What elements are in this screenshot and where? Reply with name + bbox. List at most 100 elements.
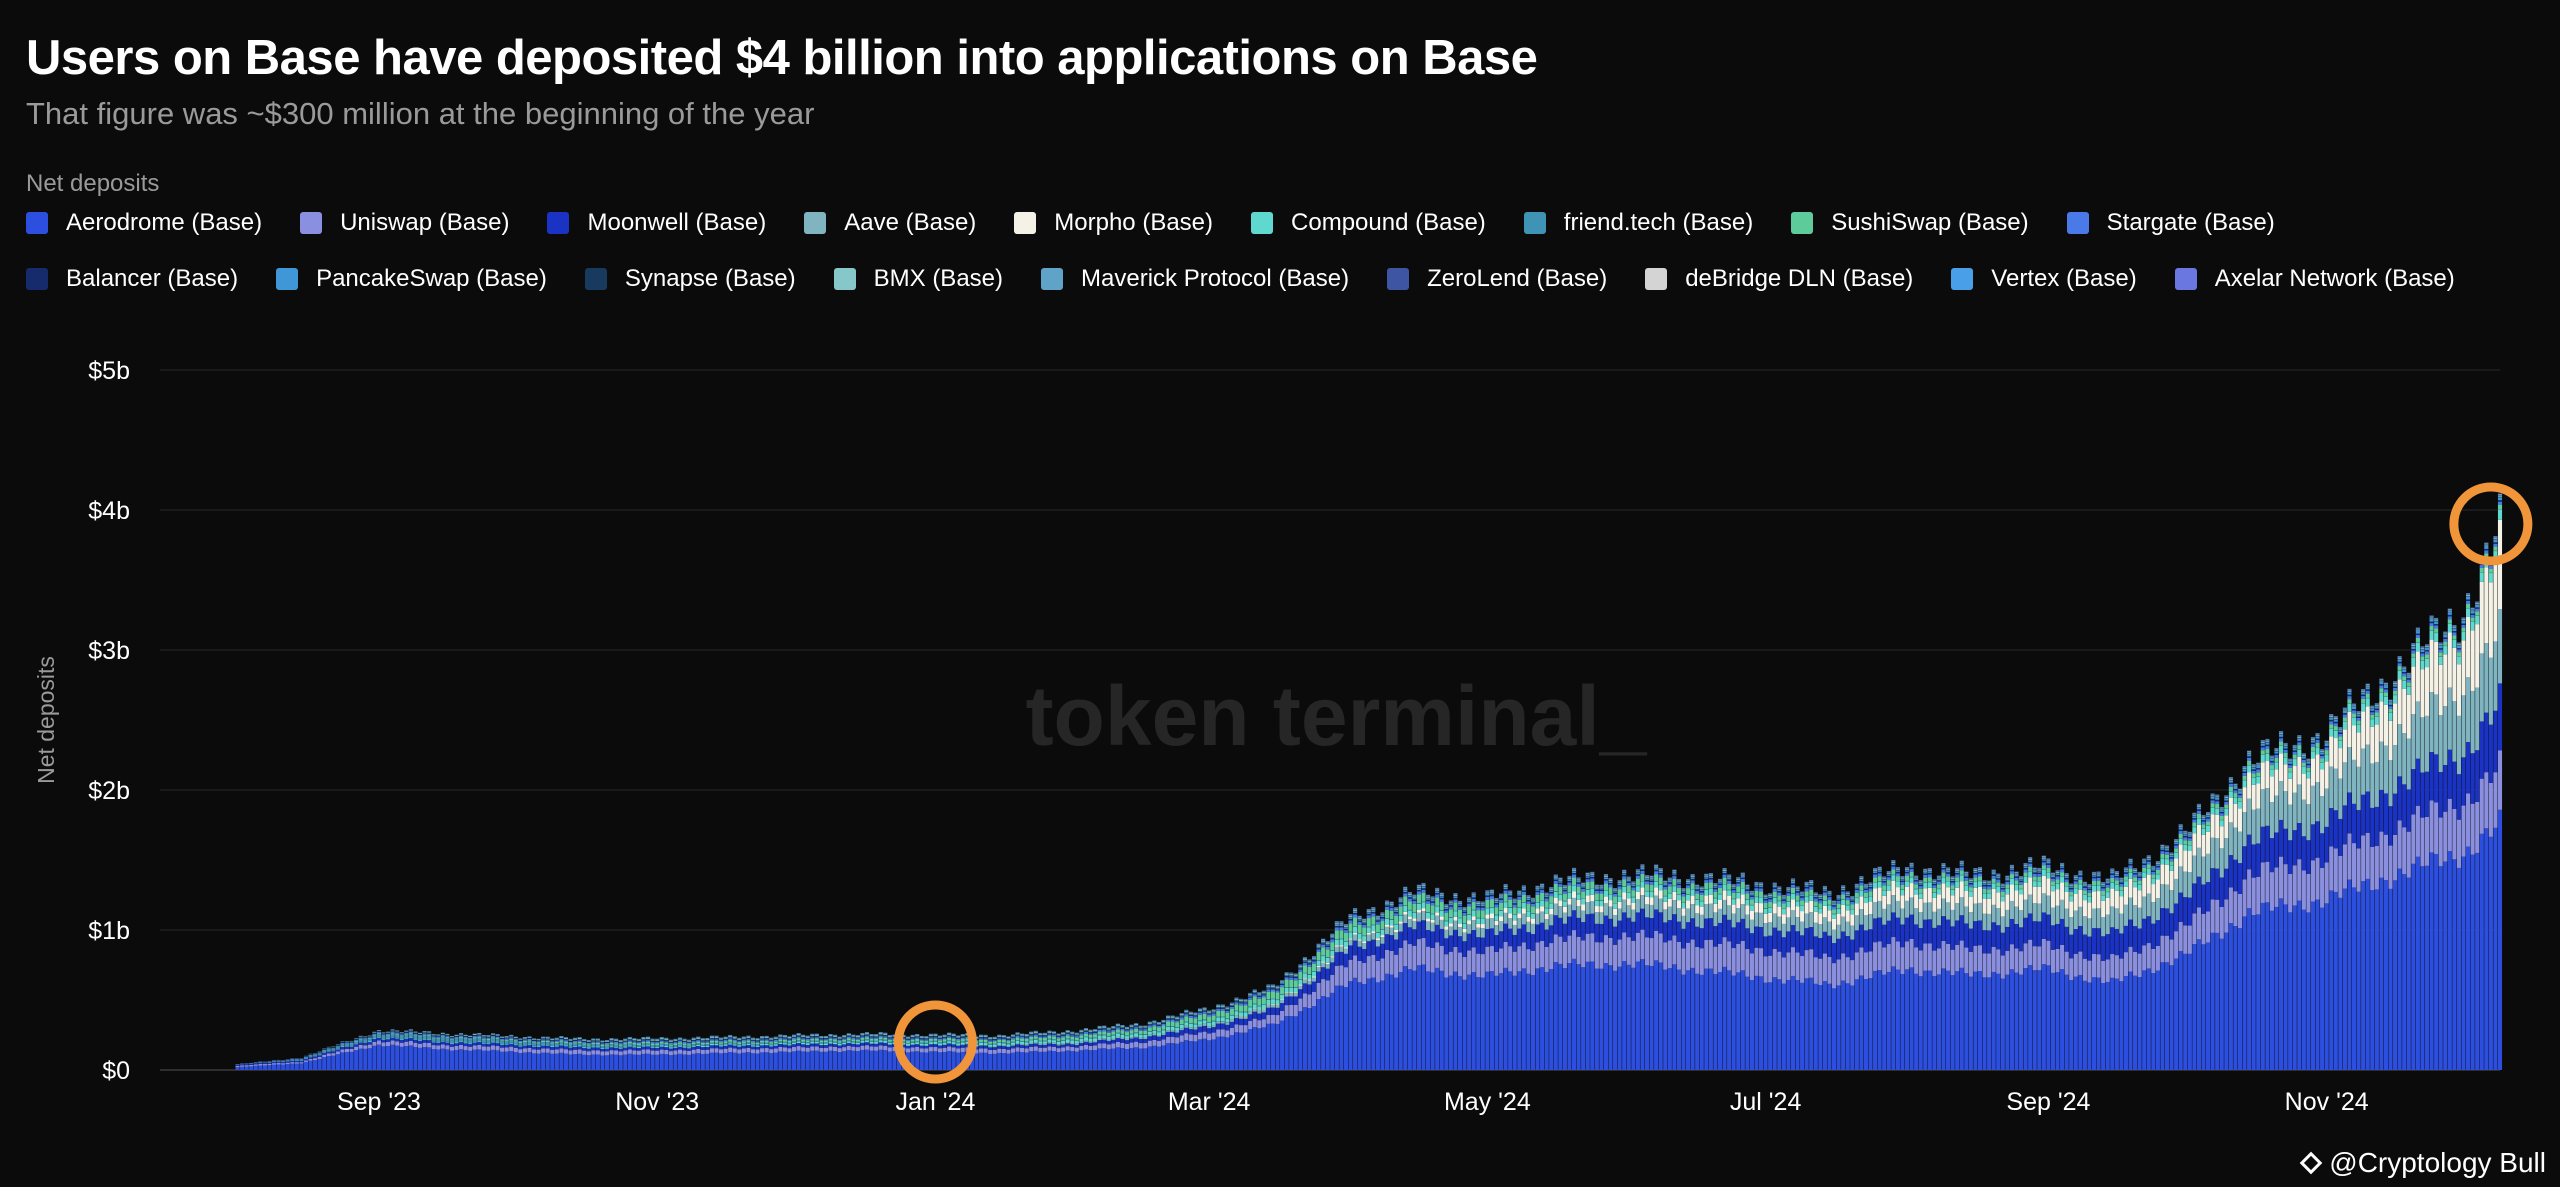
legend-item[interactable]: Aave (Base) <box>804 209 976 236</box>
bar-segment <box>1220 1010 1225 1017</box>
bar-segment <box>636 1041 641 1043</box>
bar-segment <box>714 1052 719 1070</box>
bar-segment <box>417 1040 423 1041</box>
legend-item[interactable]: Maverick Protocol (Base) <box>1041 265 1349 292</box>
bar-segment <box>801 1051 806 1070</box>
legend-item[interactable]: friend.tech (Base) <box>1523 209 1753 236</box>
bar-segment <box>354 1046 359 1051</box>
bar-segment <box>317 1058 322 1070</box>
bar-segment <box>1676 941 1681 970</box>
bar-segment <box>910 1039 915 1042</box>
bar-segment <box>427 1035 432 1036</box>
bar-segment <box>459 1049 464 1070</box>
bar-segment <box>810 1035 815 1036</box>
bar-segment <box>1207 1013 1212 1015</box>
bar-segment <box>974 1053 979 1070</box>
bar-segment <box>1530 902 1536 904</box>
legend-item[interactable]: Moonwell (Base) <box>547 209 766 236</box>
bar-segment <box>554 1049 559 1054</box>
bar-segment <box>878 1045 883 1050</box>
bar-segment <box>481 1050 486 1070</box>
legend-item[interactable]: ZeroLend (Base) <box>1387 265 1607 292</box>
bar-segment <box>655 1043 660 1046</box>
bar-segment <box>1339 921 1344 923</box>
bar-segment <box>1380 915 1385 918</box>
bar-segment <box>591 1042 596 1045</box>
bar-segment <box>1375 920 1380 922</box>
bar-segment <box>1722 873 1727 875</box>
legend-item[interactable]: Uniswap (Base) <box>300 209 509 236</box>
bar-segment <box>1261 993 1266 995</box>
legend-item[interactable]: deBridge DLN (Base) <box>1645 265 1913 292</box>
bar-segment <box>1074 1033 1079 1034</box>
legend-item[interactable]: SushiSwap (Base) <box>1791 209 2029 236</box>
bar-segment <box>1695 926 1700 947</box>
legend-item[interactable]: Compound (Base) <box>1251 209 1486 236</box>
bar-segment <box>764 1038 769 1040</box>
legend-item[interactable]: Stargate (Base) <box>2066 209 2275 236</box>
bar-segment <box>1439 928 1444 946</box>
bar-segment <box>1038 1038 1043 1041</box>
legend-item[interactable]: Axelar Network (Base) <box>2174 265 2455 292</box>
bar-segment <box>1120 1025 1125 1027</box>
bar-segment <box>728 1043 733 1045</box>
bar-segment <box>1275 990 1280 993</box>
bar-segment <box>595 1054 600 1070</box>
bar-segment <box>500 1044 505 1045</box>
bar-segment <box>1298 967 1303 969</box>
legend-item[interactable]: PancakeSwap (Base) <box>276 265 547 292</box>
bar-segment <box>1111 1035 1116 1039</box>
bar-segment <box>1740 881 1745 889</box>
bar-segment <box>723 1048 728 1053</box>
bar-segment <box>668 1040 673 1041</box>
bar-segment <box>855 1035 860 1037</box>
bar-segment <box>874 1036 879 1038</box>
bar-segment <box>422 1034 427 1036</box>
bar-segment <box>495 1036 500 1039</box>
bar-segment <box>290 1060 295 1063</box>
legend-item[interactable]: Aerodrome (Base) <box>26 209 262 236</box>
bar-segment <box>1302 958 1307 960</box>
legend-item[interactable]: Balancer (Base) <box>26 265 238 292</box>
bar-segment <box>427 1033 432 1036</box>
bar-segment <box>1421 886 1426 889</box>
bar-segment <box>1207 1011 1212 1012</box>
bar-segment <box>1526 911 1531 917</box>
legend-item[interactable]: Synapse (Base) <box>584 265 796 292</box>
bar-segment <box>563 1053 569 1070</box>
bar-segment <box>1754 885 1759 887</box>
bar-segment <box>1763 913 1768 924</box>
bar-segment <box>1667 877 1672 879</box>
bar-segment <box>1457 904 1463 906</box>
bar-segment <box>650 1047 655 1051</box>
bar-segment <box>454 1042 459 1044</box>
bar-segment <box>1704 875 1709 877</box>
bar-segment <box>1521 902 1526 903</box>
bar-segment <box>1293 975 1298 976</box>
bar-segment <box>1225 1012 1230 1019</box>
bar-segment <box>1631 921 1636 941</box>
bar-segment <box>522 1037 527 1039</box>
bar-segment <box>1166 1026 1171 1031</box>
bar-segment <box>1266 987 1271 989</box>
legend-item[interactable]: Vertex (Base) <box>1951 265 2137 292</box>
bar-segment <box>1654 869 1659 872</box>
bar-segment <box>1430 905 1435 914</box>
bar-segment <box>563 1043 569 1046</box>
bar-segment <box>760 1042 765 1045</box>
bar-segment <box>1649 897 1654 905</box>
bar-segment <box>833 1039 838 1042</box>
bar-segment <box>1394 977 1399 1070</box>
legend-item[interactable]: BMX (Base) <box>833 265 1003 292</box>
bar-segment <box>1010 1035 1016 1037</box>
bar-segment <box>801 1037 806 1039</box>
bar-segment <box>1325 964 1330 969</box>
legend-swatch <box>1251 212 1274 234</box>
legend-swatch <box>1951 268 1974 290</box>
legend-item[interactable]: Morpho (Base) <box>1014 209 1213 236</box>
bar-segment <box>1457 936 1463 953</box>
bar-segment <box>1024 1037 1029 1039</box>
bar-segment <box>805 1042 810 1044</box>
bar-segment <box>1549 908 1554 915</box>
bar-segment <box>1024 1048 1029 1053</box>
